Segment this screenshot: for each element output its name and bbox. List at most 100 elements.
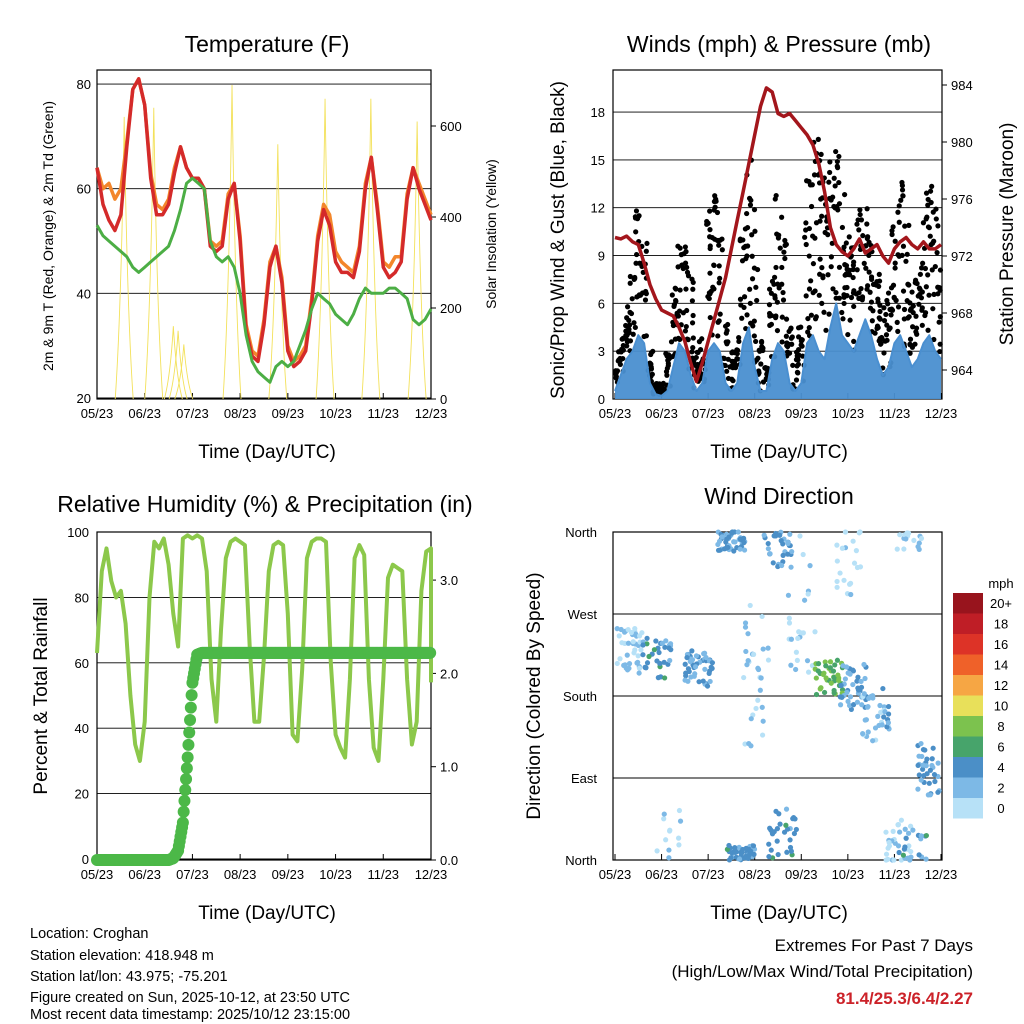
direction-point [879, 722, 885, 728]
direction-point [880, 685, 886, 692]
gust-point [714, 209, 721, 216]
direction-point [908, 854, 914, 860]
direction-point [760, 646, 766, 652]
direction-point [932, 778, 938, 785]
gust-point [835, 165, 841, 171]
gust-point [776, 232, 782, 238]
direction-point [788, 636, 795, 642]
x-tick-label: 10/23 [832, 406, 865, 421]
y-tick-label: 0 [598, 392, 605, 407]
gust-point [690, 335, 696, 341]
y-tick-label: 20 [77, 391, 91, 406]
direction-point [832, 662, 838, 668]
direction-point [783, 806, 790, 812]
direction-point [689, 648, 695, 654]
direction-point [614, 660, 620, 667]
gust-point [793, 377, 800, 383]
gust-point [881, 305, 887, 311]
gust-point [890, 282, 897, 288]
gust-point [795, 370, 801, 376]
direction-point [635, 653, 641, 659]
direction-point [716, 538, 723, 544]
direction-point [788, 564, 794, 570]
gust-point [774, 327, 781, 334]
gust-point [766, 286, 773, 292]
direction-point [759, 732, 766, 738]
gust-point [707, 227, 713, 233]
direction-point [658, 674, 664, 680]
direction-point [619, 640, 625, 646]
precipitation-point [182, 738, 195, 751]
gust-point [866, 269, 872, 275]
gust-point [682, 328, 689, 334]
gust-point [752, 228, 758, 234]
gust-point [806, 253, 812, 259]
gust-point [624, 332, 630, 338]
gust-point [900, 193, 906, 199]
direction-point [666, 847, 672, 853]
direction-point [918, 740, 924, 747]
direction-point [761, 532, 767, 538]
direction-point [768, 827, 774, 833]
gust-point [753, 284, 759, 290]
direction-point [719, 534, 725, 540]
y-tick-label: 18 [591, 105, 605, 120]
gust-point [842, 191, 848, 198]
gust-point [779, 264, 785, 271]
direction-point [831, 690, 837, 696]
direction-point [797, 533, 803, 539]
direction-point [935, 789, 941, 795]
direction-point [687, 658, 693, 665]
direction-point [924, 756, 930, 762]
gust-point [758, 361, 764, 367]
direction-point [858, 678, 864, 685]
gust-point [772, 196, 778, 202]
gust-point [912, 277, 919, 283]
direction-point [897, 829, 903, 835]
direction-point [902, 826, 908, 832]
x-tick-label: 10/23 [832, 867, 865, 882]
gust-point [768, 290, 774, 296]
gust-point [826, 195, 833, 202]
direction-point [886, 839, 892, 846]
direction-point [636, 670, 642, 676]
direction-point [860, 731, 866, 737]
direction-point [875, 713, 881, 719]
direction-point [796, 629, 802, 635]
gust-point [827, 169, 833, 176]
gust-point [922, 312, 928, 319]
direction-point [732, 539, 738, 545]
gust-point [892, 260, 898, 266]
direction-point [651, 647, 657, 653]
gust-point [843, 263, 850, 269]
gust-point [836, 295, 842, 301]
direction-point [723, 545, 729, 551]
gust-point [895, 252, 901, 258]
direction-point [842, 676, 848, 682]
gust-point [613, 375, 619, 381]
gust-point [933, 216, 939, 222]
direction-point [742, 620, 749, 626]
x-tick-label: 09/23 [785, 406, 818, 421]
y-tick-label: 12 [591, 201, 605, 216]
gust-point [876, 271, 882, 277]
recent-timestamp-text: Most recent data timestamp: 2025/10/12 2… [30, 1007, 350, 1023]
gust-point [631, 320, 637, 326]
direction-point [748, 716, 754, 722]
direction-point [862, 675, 868, 682]
gust-point [754, 266, 761, 273]
legend-swatch [953, 634, 983, 655]
direction-point [636, 665, 643, 671]
direction-point [818, 685, 824, 691]
x-tick-label: 12/23 [925, 867, 958, 882]
gust-point [736, 335, 742, 341]
gust-point [724, 368, 730, 374]
gust-point [624, 343, 630, 349]
direction-point [732, 844, 738, 851]
gust-point [851, 338, 857, 345]
temp-2m-line [95, 77, 433, 369]
gust-point [872, 281, 878, 287]
direction-point [621, 629, 628, 635]
gust-point [781, 249, 787, 255]
gust-point [779, 281, 785, 287]
